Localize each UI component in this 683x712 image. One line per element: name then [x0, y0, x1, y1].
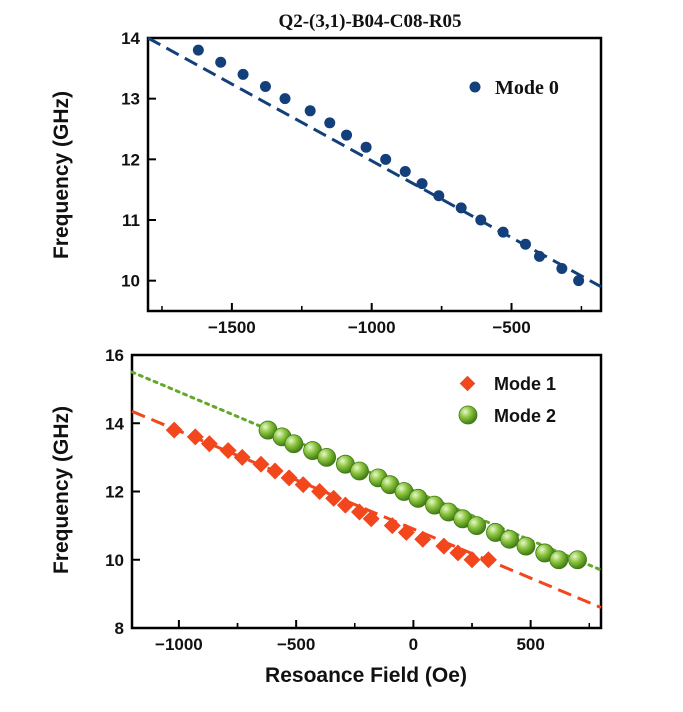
bottom-data-points: [165, 420, 587, 570]
data-point-mode-0: [533, 250, 545, 262]
legend-marker-mode-0: [469, 81, 481, 93]
data-point-mode-1: [252, 455, 270, 473]
bottom-panel: Frequency (GHz) Resoance Field (Oe) −100…: [50, 346, 603, 687]
data-point-mode-0: [360, 141, 372, 153]
data-point-mode-0: [573, 275, 585, 287]
data-point-mode-0: [324, 117, 336, 129]
data-point-mode-2: [467, 516, 487, 536]
data-point-mode-1: [186, 428, 204, 446]
data-point-mode-1: [397, 523, 415, 541]
top-fit-lines: [147, 36, 602, 289]
data-point-mode-0: [497, 226, 509, 238]
data-point-mode-0: [455, 202, 467, 214]
data-point-mode-2: [408, 488, 428, 508]
data-point-mode-0: [399, 165, 411, 177]
legend-marker-mode-2: [458, 405, 478, 425]
y-tick-label: 8: [115, 619, 124, 638]
data-point-mode-1: [325, 489, 343, 507]
data-point-mode-0: [416, 178, 428, 190]
data-point-mode-1: [233, 448, 251, 466]
data-point-mode-0: [279, 93, 291, 105]
x-tick-label: 500: [516, 635, 544, 654]
data-point-mode-1: [200, 435, 218, 453]
data-point-mode-2: [516, 536, 536, 556]
data-point-mode-0: [215, 56, 227, 68]
data-point-mode-2: [350, 461, 369, 481]
data-point-mode-2: [500, 529, 519, 549]
x-tick-label: −1500: [208, 318, 256, 337]
data-point-mode-0: [475, 214, 487, 226]
y-tick-label: 10: [121, 272, 140, 291]
fit-line-mode-0: [147, 36, 602, 289]
y-tick-label: 12: [121, 150, 140, 169]
data-point-mode-0: [520, 238, 531, 250]
top-legend: Mode 0: [469, 77, 559, 99]
legend-marker-mode-1: [459, 375, 476, 392]
bottom-plot-frame: [130, 353, 603, 630]
bottom-legend: Mode 1 Mode 2: [458, 374, 556, 426]
data-point-mode-1: [336, 496, 354, 514]
data-point-mode-1: [463, 551, 481, 569]
bottom-x-axis-label: Resoance Field (Oe): [265, 664, 467, 687]
top-plot-frame: [146, 36, 603, 313]
data-point-mode-1: [449, 544, 467, 562]
x-tick-label: −500: [492, 318, 530, 337]
bottom-axis-ticks: −1000 −500 0 500 8 10 12 14 16: [105, 346, 591, 654]
data-point-mode-1: [414, 530, 432, 548]
x-tick-label: −1000: [348, 318, 396, 337]
data-point-mode-1: [383, 517, 401, 535]
top-data-points: [192, 44, 585, 287]
chart-title: Q2-(3,1)-B04-C08-R05: [278, 11, 461, 32]
data-point-mode-0: [237, 68, 249, 80]
data-point-mode-1: [294, 476, 312, 494]
legend-label-mode-2: Mode 2: [494, 406, 556, 426]
top-axis-ticks: −1500 −1000 −500 10 11 12 13 14: [121, 29, 583, 337]
data-point-mode-1: [435, 537, 453, 555]
top-panel: Frequency (GHz) −1500 −1000 −500 10 11 12 13 14…: [50, 29, 603, 337]
data-point-mode-1: [479, 551, 497, 569]
y-tick-label: 10: [105, 551, 124, 570]
top-y-axis-label: Frequency (GHz): [50, 91, 73, 259]
data-point-mode-1: [219, 442, 237, 460]
data-point-mode-0: [380, 153, 392, 165]
y-tick-label: 14: [105, 414, 124, 433]
y-tick-label: 14: [121, 29, 140, 48]
bottom-y-axis-label: Frequency (GHz): [50, 406, 73, 574]
y-tick-label: 12: [105, 483, 124, 502]
data-point-mode-0: [556, 263, 568, 275]
data-point-mode-1: [165, 421, 183, 439]
data-point-mode-2: [568, 550, 587, 570]
x-tick-label: −500: [277, 635, 315, 654]
x-tick-label: 0: [409, 635, 418, 654]
data-point-mode-1: [311, 483, 329, 500]
data-point-mode-0: [433, 190, 445, 202]
data-point-mode-0: [304, 105, 316, 117]
legend-label-mode-0: Mode 0: [495, 77, 559, 99]
data-point-mode-1: [362, 510, 380, 528]
data-point-mode-1: [280, 469, 298, 487]
x-tick-label: −1000: [155, 635, 203, 654]
data-point-mode-0: [259, 81, 271, 93]
y-tick-label: 16: [105, 346, 124, 365]
data-point-mode-2: [284, 434, 304, 454]
data-point-mode-2: [549, 550, 569, 570]
data-point-mode-1: [266, 462, 284, 480]
data-point-mode-0: [341, 129, 353, 141]
legend-label-mode-1: Mode 1: [494, 374, 556, 394]
data-point-mode-0: [192, 44, 204, 56]
y-tick-label: 11: [122, 211, 140, 230]
data-point-mode-2: [317, 447, 337, 467]
fit-line-mode-1: [131, 409, 602, 609]
y-tick-label: 13: [121, 90, 140, 109]
